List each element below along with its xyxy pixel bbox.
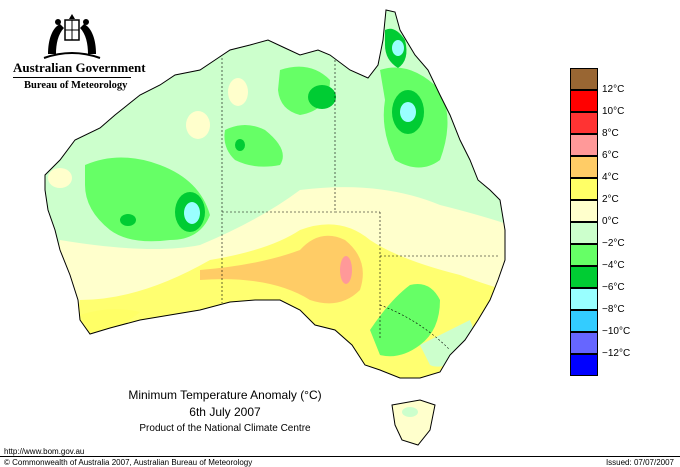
legend-swatch-top <box>570 68 598 90</box>
legend-swatch <box>570 266 598 288</box>
legend-swatch <box>570 222 598 244</box>
legend-label: 0°C <box>602 216 619 227</box>
legend-label: 10°C <box>602 106 625 117</box>
legend-label: 2°C <box>602 194 619 205</box>
issued-date: Issued: 07/07/2007 <box>605 458 674 467</box>
coat-of-arms-icon <box>43 14 101 59</box>
legend-label: −4°C <box>602 260 625 271</box>
legend-label: −8°C <box>602 304 625 315</box>
legend-swatch <box>570 288 598 310</box>
agency-title: Bureau of Meteorology <box>24 80 128 91</box>
legend-label: −12°C <box>602 348 631 359</box>
legend-label: 4°C <box>602 172 619 183</box>
footer-divider <box>0 456 680 457</box>
government-title: Australian Government <box>13 60 146 75</box>
copyright: © Commonwealth of Australia 2007, Austra… <box>4 458 253 467</box>
divider <box>13 77 131 78</box>
legend-swatch <box>570 90 598 112</box>
website-url[interactable]: http://www.bom.gov.au <box>4 447 85 456</box>
legend-label: 6°C <box>602 150 619 161</box>
legend-swatch <box>570 244 598 266</box>
tasmania <box>391 399 436 446</box>
legend-swatch <box>570 134 598 156</box>
legend-swatch <box>570 178 598 200</box>
legend-label: −6°C <box>602 282 625 293</box>
legend-label: 8°C <box>602 128 619 139</box>
legend: 12°C 10°C 8°C 6°C 4°C 2°C 0°C −2°C −4°C −6°C −8°C −… <box>567 68 652 378</box>
state-borders <box>221 58 500 351</box>
legend-swatch <box>570 354 598 376</box>
legend-swatch <box>570 156 598 178</box>
legend-label: 12°C <box>602 84 625 95</box>
map-date: 6th July 2007 <box>189 405 261 419</box>
legend-swatch <box>570 200 598 222</box>
map-title: Minimum Temperature Anomaly (°C) <box>128 388 322 402</box>
legend-swatch <box>570 310 598 332</box>
legend-swatch <box>570 112 598 134</box>
legend-label: −10°C <box>602 326 631 337</box>
map-credit: Product of the National Climate Centre <box>139 423 311 434</box>
legend-swatch <box>570 332 598 354</box>
legend-label: −2°C <box>602 238 625 249</box>
